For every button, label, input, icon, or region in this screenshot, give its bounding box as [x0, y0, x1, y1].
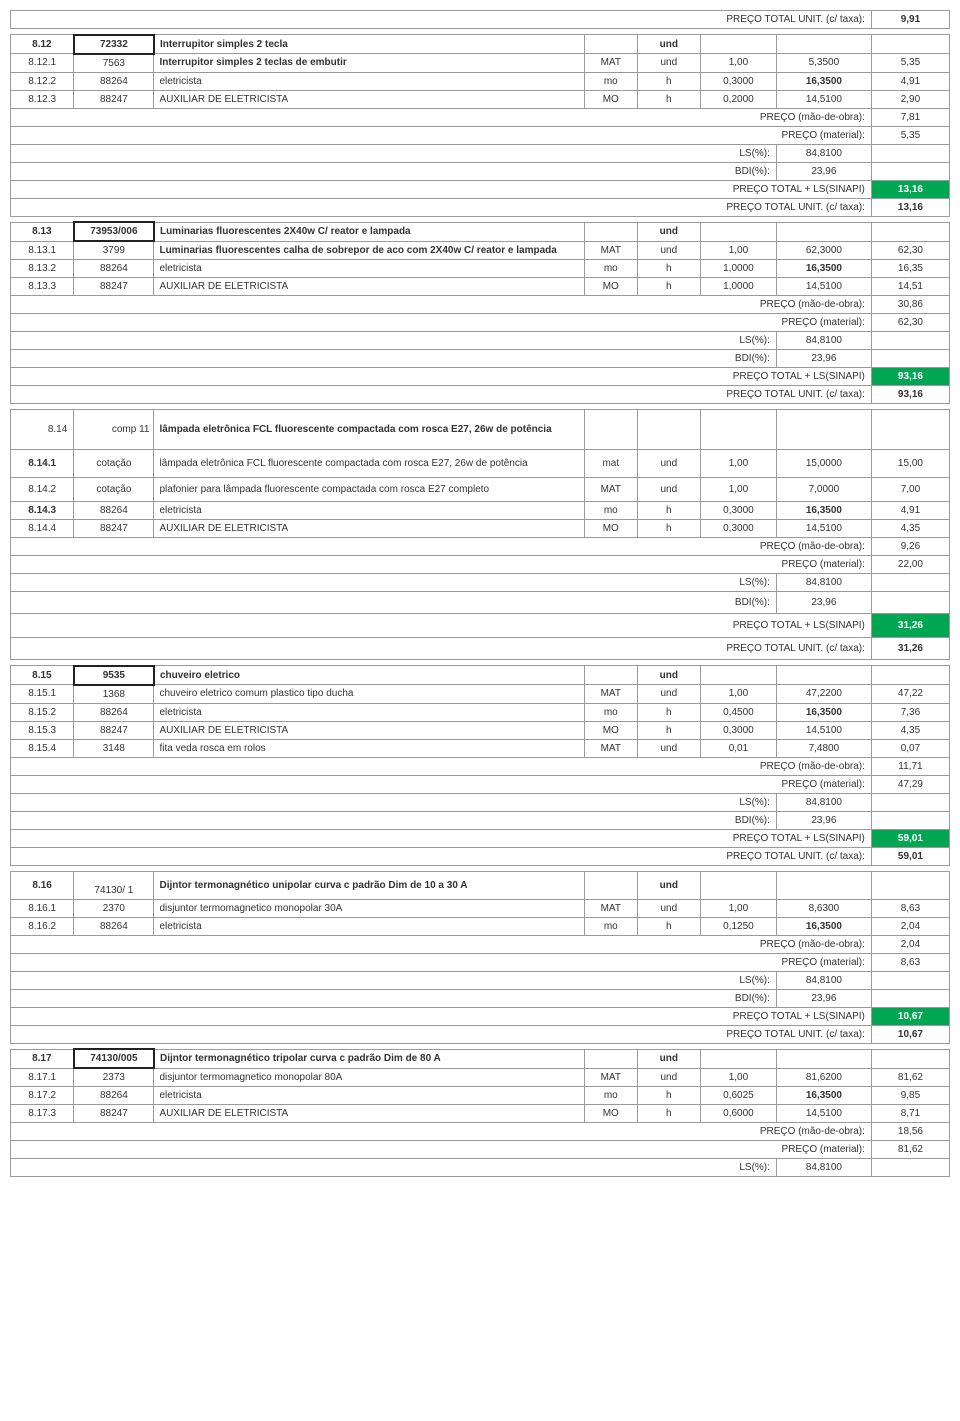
g815-r4: 8.15.4 3148 fita veda rosca em rolos MAT… — [11, 739, 950, 757]
g816-header: 8.16 74130/ 1 Dijntor termonagnético uni… — [11, 871, 950, 899]
cell-cat: MAT — [584, 54, 637, 73]
val-tu: 13,16 — [871, 198, 949, 216]
g817-r2: 8.17.2 88264 eletricista mo h 0,6025 16,… — [11, 1087, 950, 1105]
cell-desc: Interrupitor simples 2 tecla — [154, 35, 584, 54]
g815-header: 8.15 9535 chuveiro eletrico und — [11, 666, 950, 685]
label-total-unit: PREÇO TOTAL UNIT. (c/ taxa): — [11, 11, 872, 29]
g816-r1: 8.16.1 2370 disjuntor termomagnetico mon… — [11, 899, 950, 917]
cell-desc: Interrupitor simples 2 teclas de embutir — [154, 54, 584, 73]
cell-code: 7563 — [74, 54, 154, 73]
val-tls: 13,16 — [871, 180, 949, 198]
g817-r3: 8.17.3 88247 AUXILIAR DE ELETRICISTA MO … — [11, 1105, 950, 1123]
g817-header: 8.17 74130/005 Dijntor termonagnético tr… — [11, 1049, 950, 1068]
g815-r2: 8.15.2 88264 eletricista mo h 0,4500 16,… — [11, 703, 950, 721]
cell-num: 8.12 — [11, 35, 74, 54]
top-total-unit-row: PREÇO TOTAL UNIT. (c/ taxa): 9,91 — [11, 11, 950, 29]
val-bdi: 23,96 — [776, 162, 871, 180]
g814-header: 8.14 comp 11 lâmpada eletrônica FCL fluo… — [11, 410, 950, 450]
cell-unit: und — [637, 35, 700, 54]
g813-header: 8.13 73953/006 Luminarias fluorescentes … — [11, 222, 950, 241]
cell-total: 5,35 — [871, 54, 949, 73]
g817-r1: 8.17.1 2373 disjuntor termomagnetico mon… — [11, 1068, 950, 1087]
g812-r2: 8.12.2 88264 eletricista mo h 0,3000 16,… — [11, 72, 950, 90]
g815-r3: 8.15.3 88247 AUXILIAR DE ELETRICISTA MO … — [11, 721, 950, 739]
g814-r2: 8.14.2 cotação plafonier para lâmpada fl… — [11, 478, 950, 502]
g816-r2: 8.16.2 88264 eletricista mo h 0,1250 16,… — [11, 917, 950, 935]
g813-r1: 8.13.1 3799 Luminarias fluorescentes cal… — [11, 241, 950, 260]
val-ls: 84,8100 — [776, 144, 871, 162]
label-bdi: BDI(%): — [11, 162, 777, 180]
label-mao: PREÇO (mão-de-obra): — [11, 108, 872, 126]
cell-num: 8.12.1 — [11, 54, 74, 73]
cell-unit: und — [637, 54, 700, 73]
cell-price: 5,3500 — [776, 54, 871, 73]
g815-r1: 8.15.1 1368 chuveiro eletrico comum plas… — [11, 685, 950, 704]
val-mat: 5,35 — [871, 126, 949, 144]
cell-qty: 1,00 — [700, 54, 776, 73]
g812-r1: 8.12.1 7563 Interrupitor simples 2 tecla… — [11, 54, 950, 73]
g813-r2: 8.13.2 88264 eletricista mo h 1,0000 16,… — [11, 260, 950, 278]
g814-r3: 8.14.3 88264 eletricista mo h 0,3000 16,… — [11, 502, 950, 520]
g814-r4: 8.14.4 88247 AUXILIAR DE ELETRICISTA MO … — [11, 520, 950, 538]
g813-r3: 8.13.3 88247 AUXILIAR DE ELETRICISTA MO … — [11, 278, 950, 296]
label-mat: PREÇO (material): — [11, 126, 872, 144]
g812-r3: 8.12.3 88247 AUXILIAR DE ELETRICISTA MO … — [11, 90, 950, 108]
label-tu: PREÇO TOTAL UNIT. (c/ taxa): — [11, 198, 872, 216]
val-mao: 7,81 — [871, 108, 949, 126]
cell-code: 72332 — [74, 35, 154, 54]
g812-header: 8.12 72332 Interrupitor simples 2 tecla … — [11, 35, 950, 54]
budget-table: PREÇO TOTAL UNIT. (c/ taxa): 9,91 8.12 7… — [10, 10, 950, 1177]
top-total-unit: 9,91 — [871, 11, 949, 29]
label-tls: PREÇO TOTAL + LS(SINAPI) — [11, 180, 872, 198]
g814-r1: 8.14.1 cotação lâmpada eletrônica FCL fl… — [11, 450, 950, 478]
label-ls: LS(%): — [11, 144, 777, 162]
